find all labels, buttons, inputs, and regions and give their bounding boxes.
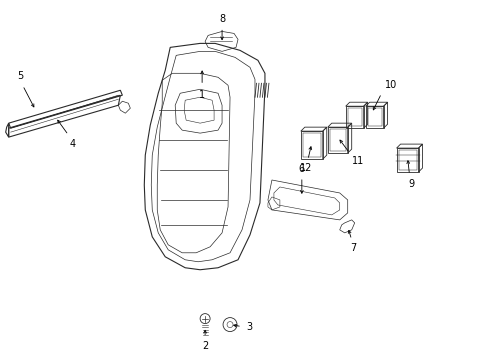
Text: 7: 7 bbox=[350, 243, 356, 253]
Text: 9: 9 bbox=[407, 179, 414, 189]
Text: 11: 11 bbox=[351, 156, 363, 166]
Text: 10: 10 bbox=[384, 80, 396, 90]
Text: 3: 3 bbox=[245, 321, 252, 332]
Text: 2: 2 bbox=[202, 341, 208, 351]
Text: 8: 8 bbox=[219, 14, 224, 24]
Text: 4: 4 bbox=[69, 139, 76, 149]
Text: 1: 1 bbox=[199, 90, 205, 100]
Text: 5: 5 bbox=[18, 71, 24, 81]
Text: 12: 12 bbox=[299, 163, 311, 173]
Text: 6: 6 bbox=[298, 164, 305, 174]
